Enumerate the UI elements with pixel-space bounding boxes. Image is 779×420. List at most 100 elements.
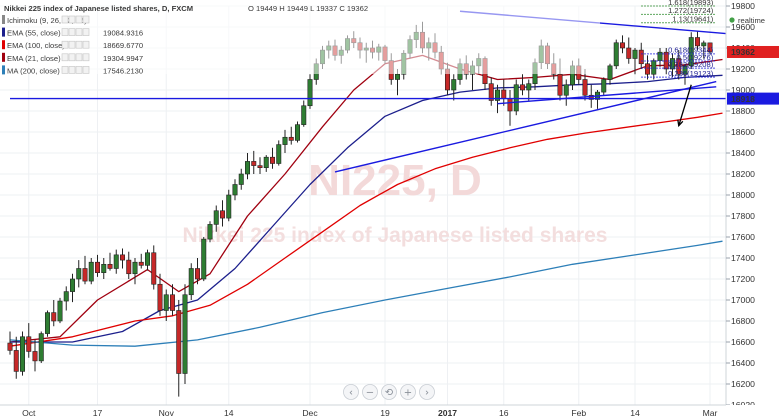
candle [607,63,613,85]
fib-level-label: 1.618(19893) [668,0,714,7]
legend-swatch [2,15,5,24]
price-tick-label: 17000 [731,295,755,305]
candle-body [501,89,507,99]
gear-icon[interactable] [68,28,76,36]
more-icon[interactable] [82,53,90,62]
arrow-annotation[interactable] [677,84,692,128]
price-tick-label: 16800 [731,316,755,326]
fibonacci-extension[interactable]: 1.618(19893)1.272(19724)1.13(19641) 0.618… [641,0,717,78]
candle-body [19,336,25,372]
candle-body [626,47,632,59]
candle-body [176,310,182,374]
candle [701,40,707,59]
close-icon[interactable] [75,53,83,62]
candle-body [394,73,400,80]
candle-body [201,238,207,280]
candle-body [126,259,132,275]
candle-body [7,342,13,351]
realtime-badge[interactable]: realtime [729,16,765,25]
gear-icon[interactable] [68,40,76,49]
eye-icon[interactable] [61,66,69,74]
price-label-text: 18918 [731,94,755,104]
gear-icon[interactable] [68,15,76,24]
arrow-layer[interactable] [677,84,692,128]
chart-header: Nikkei 225 index of Japanese listed shar… [4,4,368,13]
price-axis[interactable]: 1602016200164001660016800170001720017400… [725,0,779,420]
candle [88,258,94,285]
gear-icon[interactable] [68,66,76,74]
candle [138,253,144,269]
legend-label: MA (200, close) [7,66,60,75]
candle-body [213,210,219,225]
fib-level[interactable]: 0.382(19208) [641,60,717,69]
more-icon[interactable] [82,66,90,74]
price-label: 18918 [727,92,779,105]
time-axis[interactable]: Oct 17 Nov 14 Dec 19 2017 16 Feb 14 Mar [0,404,779,420]
candle-body [70,278,76,292]
close-icon[interactable] [75,66,83,74]
fib-level[interactable]: 1.618(19893) [641,0,717,7]
candle-body [707,42,713,53]
legend-item[interactable]: EMA (100, close) 18669.6770 [2,40,143,50]
nav-button-circle[interactable] [400,384,416,400]
more-icon[interactable] [82,15,90,24]
trendline[interactable] [334,80,717,173]
candle [232,179,238,201]
indicator-legend[interactable]: Ichimoku (9, 26, 52, 26) EMA (55, close) 1… [2,15,143,75]
candle [220,200,226,227]
candle [57,297,63,324]
legend-item[interactable]: MA (200, close) 17546.2130 [2,65,143,75]
nav-button[interactable]: ‹ [343,384,359,400]
legend-item[interactable]: EMA (55, close) 19084.9316 [2,27,143,38]
eye-icon[interactable] [61,15,69,24]
candle [288,126,294,145]
close-icon[interactable] [75,40,83,49]
nav-button[interactable]: › [419,384,435,400]
legend-label: EMA (100, close) [7,41,65,50]
candle [95,254,101,277]
candle [488,77,494,106]
legend-item[interactable]: EMA (21, close) 19304.9947 [2,52,143,63]
more-icon[interactable] [82,40,90,49]
fib-level[interactable]: 0.618(19344) [641,46,717,55]
legend-label: EMA (21, close) [7,54,61,63]
eye-icon[interactable] [61,40,69,49]
close-icon[interactable] [75,15,83,24]
candle [526,79,532,101]
nav-button[interactable]: ⟲ [381,384,397,400]
nav-button-circle[interactable] [381,384,397,400]
nav-button-circle[interactable] [362,384,378,400]
nav-button-icon: › [425,387,429,398]
candle [145,249,151,271]
candle [307,74,313,109]
fib-level-label: 0.618(19344) [668,46,714,55]
gear-icon[interactable] [68,53,76,62]
nav-button[interactable]: + [400,384,416,400]
fib-level[interactable]: 0.5(19276) [641,53,717,62]
navigation-controls[interactable]: ‹ − ⟲ + › [343,384,435,400]
candle-body [276,144,282,164]
candle [126,251,132,279]
close-icon[interactable] [75,28,83,36]
eye-icon[interactable] [61,28,69,36]
nav-button-circle[interactable] [343,384,359,400]
legend-item[interactable]: Ichimoku (9, 26, 52, 26) [2,15,90,25]
trendline[interactable] [497,86,717,105]
candle-body [557,73,563,96]
realtime-dot-icon [729,17,735,23]
candle [251,150,257,174]
candle [294,121,300,143]
fib-level[interactable]: 1.272(19724) [641,6,717,15]
candle-body [582,79,588,96]
legend-label: Ichimoku (9, 26, 52, 26) [7,16,87,25]
fib-level[interactable]: 0.236(19123) [641,69,717,78]
legend-value: 19084.9316 [103,29,143,38]
candle-body [307,79,313,107]
fib-level[interactable]: 1.13(19641) [641,14,717,23]
nav-button-circle[interactable] [419,384,435,400]
eye-icon[interactable] [61,53,69,62]
more-icon[interactable] [82,28,90,36]
nav-button[interactable]: − [362,384,378,400]
candle-body [32,351,38,362]
